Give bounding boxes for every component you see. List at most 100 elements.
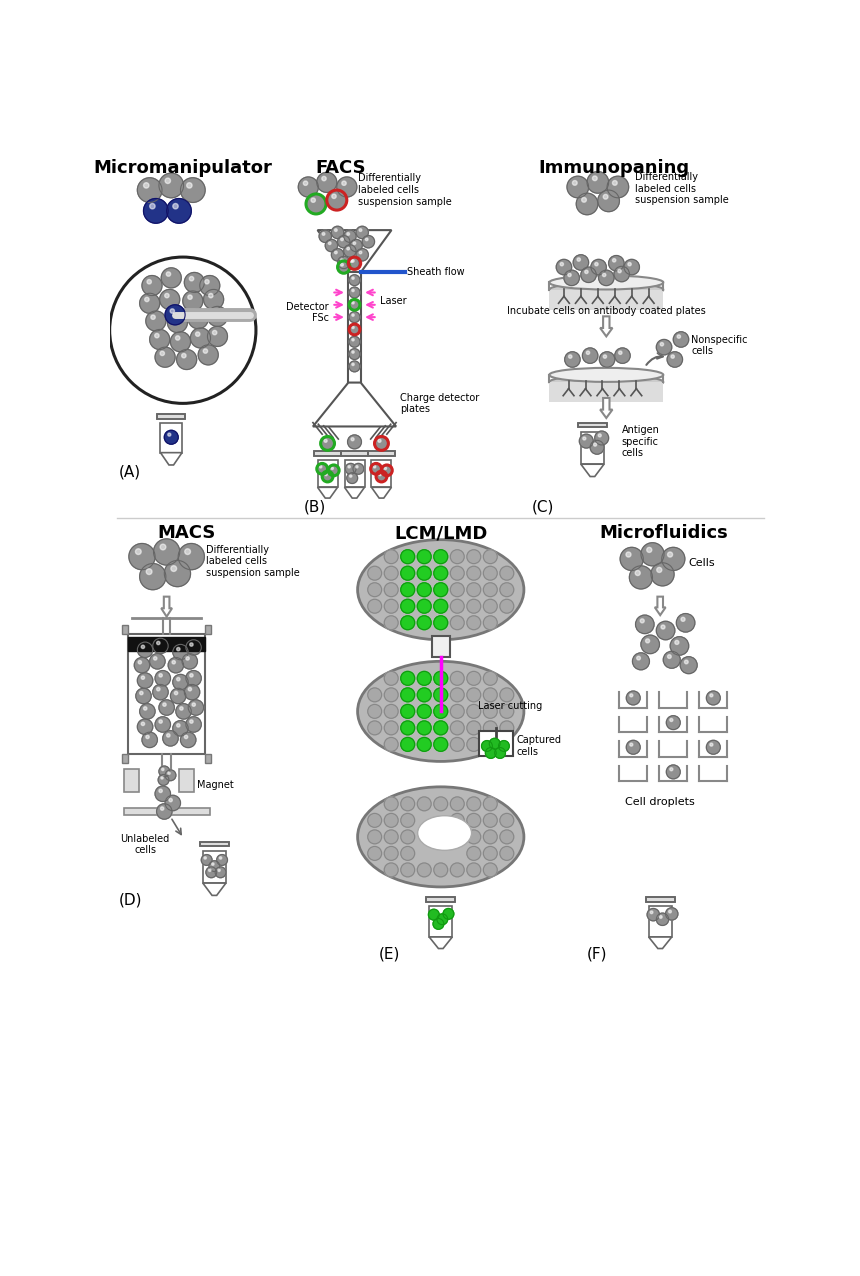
Circle shape [144, 199, 169, 223]
Circle shape [139, 692, 143, 694]
Circle shape [433, 721, 448, 735]
Circle shape [335, 228, 337, 231]
Bar [161, 424, 182, 453]
Circle shape [347, 435, 361, 449]
Circle shape [129, 544, 155, 569]
Circle shape [401, 671, 415, 685]
Circle shape [207, 306, 227, 327]
Circle shape [181, 177, 206, 203]
Bar [122, 625, 128, 634]
Circle shape [146, 311, 166, 330]
Circle shape [349, 337, 359, 347]
Circle shape [451, 600, 464, 614]
Circle shape [153, 684, 169, 699]
Circle shape [349, 361, 359, 371]
Circle shape [176, 647, 180, 651]
Circle shape [168, 313, 187, 333]
Circle shape [331, 249, 344, 260]
Circle shape [384, 671, 398, 685]
Circle shape [139, 293, 160, 314]
Text: FACS: FACS [316, 160, 366, 177]
Circle shape [437, 914, 448, 925]
Circle shape [142, 732, 157, 748]
Text: Detector
FSc: Detector FSc [286, 301, 329, 323]
Circle shape [651, 563, 674, 586]
Circle shape [706, 692, 721, 704]
Circle shape [160, 290, 180, 309]
Circle shape [366, 239, 368, 241]
Circle shape [157, 804, 172, 819]
Text: Differentially
labeled cells
suspension sample: Differentially labeled cells suspension … [206, 545, 299, 578]
Circle shape [630, 565, 653, 590]
Circle shape [319, 230, 331, 242]
Bar [646, 897, 675, 902]
Circle shape [607, 176, 629, 198]
Circle shape [322, 232, 325, 235]
Circle shape [165, 305, 185, 325]
Circle shape [500, 600, 513, 614]
Circle shape [368, 813, 382, 827]
Circle shape [636, 570, 640, 575]
Circle shape [165, 179, 170, 184]
Circle shape [417, 600, 431, 614]
Circle shape [618, 351, 622, 355]
Circle shape [201, 855, 212, 865]
Bar [206, 754, 212, 763]
Circle shape [671, 355, 674, 359]
Circle shape [181, 732, 196, 748]
Circle shape [138, 672, 153, 688]
Circle shape [170, 332, 191, 352]
Circle shape [194, 313, 198, 316]
Circle shape [341, 239, 343, 241]
Circle shape [161, 268, 181, 288]
Circle shape [451, 738, 464, 752]
Circle shape [401, 616, 415, 629]
Circle shape [304, 181, 308, 185]
Circle shape [171, 565, 176, 572]
Circle shape [483, 550, 497, 564]
Circle shape [325, 473, 328, 476]
Circle shape [647, 547, 652, 553]
Circle shape [467, 738, 481, 752]
Circle shape [628, 263, 631, 265]
Circle shape [663, 651, 680, 669]
Circle shape [338, 236, 350, 248]
Circle shape [347, 256, 359, 269]
Circle shape [451, 863, 464, 877]
Circle shape [483, 688, 497, 702]
Circle shape [191, 328, 211, 348]
Circle shape [349, 348, 359, 360]
Circle shape [138, 720, 153, 735]
Circle shape [371, 463, 382, 475]
Circle shape [110, 256, 256, 403]
Circle shape [185, 549, 190, 555]
Circle shape [401, 704, 415, 718]
Circle shape [219, 856, 222, 859]
Circle shape [138, 642, 153, 657]
Circle shape [325, 240, 338, 251]
Circle shape [158, 775, 169, 785]
Circle shape [186, 639, 201, 655]
Circle shape [499, 740, 509, 752]
Circle shape [580, 434, 593, 448]
Circle shape [316, 172, 337, 193]
Text: Differentially
labeled cells
suspension sample: Differentially labeled cells suspension … [359, 174, 452, 207]
Circle shape [319, 466, 322, 468]
Circle shape [163, 731, 178, 746]
Circle shape [483, 583, 497, 597]
Circle shape [417, 671, 431, 685]
Circle shape [352, 351, 354, 353]
Circle shape [640, 619, 644, 623]
Circle shape [329, 464, 339, 476]
Circle shape [401, 688, 415, 702]
Circle shape [676, 614, 695, 632]
Circle shape [636, 656, 641, 660]
Circle shape [433, 583, 448, 597]
Circle shape [157, 688, 160, 690]
Circle shape [159, 766, 169, 777]
Circle shape [368, 567, 382, 581]
Circle shape [356, 249, 368, 260]
Circle shape [483, 846, 497, 860]
Circle shape [172, 316, 177, 322]
Polygon shape [600, 316, 612, 337]
